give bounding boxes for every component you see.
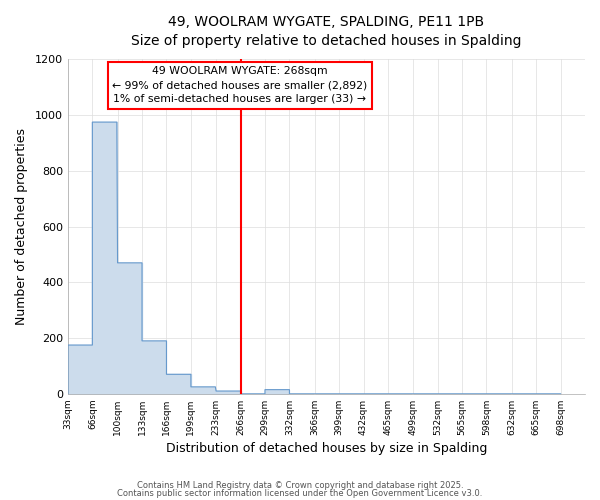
Text: 49 WOOLRAM WYGATE: 268sqm
← 99% of detached houses are smaller (2,892)
1% of sem: 49 WOOLRAM WYGATE: 268sqm ← 99% of detac… [112, 66, 367, 104]
Text: Contains HM Land Registry data © Crown copyright and database right 2025.: Contains HM Land Registry data © Crown c… [137, 481, 463, 490]
Title: 49, WOOLRAM WYGATE, SPALDING, PE11 1PB
Size of property relative to detached hou: 49, WOOLRAM WYGATE, SPALDING, PE11 1PB S… [131, 15, 522, 48]
Text: Contains public sector information licensed under the Open Government Licence v3: Contains public sector information licen… [118, 488, 482, 498]
X-axis label: Distribution of detached houses by size in Spalding: Distribution of detached houses by size … [166, 442, 487, 455]
Y-axis label: Number of detached properties: Number of detached properties [15, 128, 28, 325]
